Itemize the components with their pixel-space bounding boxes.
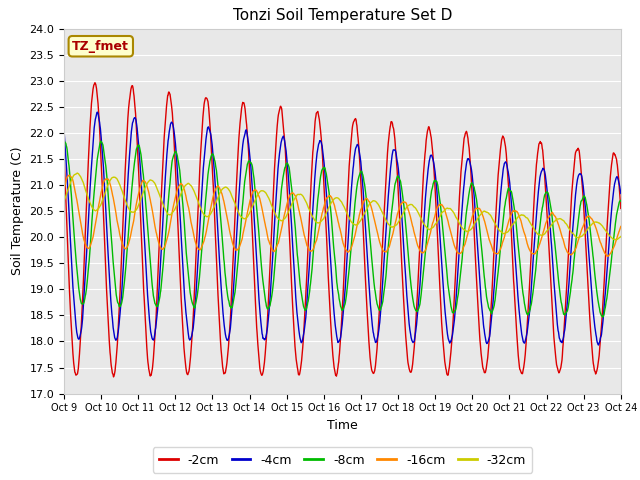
-8cm: [97, 138, 104, 144]
-16cm: [429, 219, 437, 225]
Line: -4cm: -4cm: [64, 112, 621, 345]
-4cm: [60, 127, 68, 133]
Y-axis label: Soil Temperature (C): Soil Temperature (C): [11, 147, 24, 276]
Line: -2cm: -2cm: [64, 83, 621, 377]
-16cm: [171, 198, 179, 204]
-8cm: [171, 150, 179, 156]
-16cm: [65, 172, 72, 178]
-16cm: [246, 196, 254, 202]
-32cm: [74, 170, 81, 176]
-32cm: [246, 208, 254, 214]
-32cm: [429, 224, 437, 230]
-32cm: [617, 234, 625, 240]
Line: -16cm: -16cm: [64, 175, 621, 256]
-8cm: [599, 314, 607, 320]
X-axis label: Time: Time: [327, 419, 358, 432]
-32cm: [171, 207, 179, 213]
-32cm: [60, 198, 68, 204]
-16cm: [617, 224, 625, 229]
-4cm: [595, 342, 602, 348]
-8cm: [617, 198, 625, 204]
-8cm: [502, 196, 509, 202]
-8cm: [246, 160, 254, 166]
-8cm: [429, 181, 437, 187]
-16cm: [60, 187, 68, 192]
Legend: -2cm, -4cm, -8cm, -16cm, -32cm: -2cm, -4cm, -8cm, -16cm, -32cm: [152, 447, 532, 473]
-4cm: [551, 294, 559, 300]
Line: -32cm: -32cm: [64, 173, 621, 240]
-32cm: [184, 180, 192, 186]
-2cm: [172, 158, 179, 164]
-4cm: [246, 159, 254, 165]
-4cm: [502, 159, 509, 165]
-4cm: [617, 191, 625, 196]
-4cm: [184, 330, 192, 336]
-4cm: [171, 133, 179, 139]
Text: TZ_fmet: TZ_fmet: [72, 40, 129, 53]
-8cm: [551, 242, 559, 248]
-16cm: [604, 253, 611, 259]
-2cm: [617, 205, 625, 211]
Title: Tonzi Soil Temperature Set D: Tonzi Soil Temperature Set D: [233, 9, 452, 24]
Line: -8cm: -8cm: [64, 141, 621, 317]
-16cm: [184, 204, 192, 209]
-2cm: [247, 201, 255, 206]
-8cm: [60, 139, 68, 145]
-2cm: [185, 370, 193, 375]
-4cm: [93, 109, 101, 115]
-8cm: [184, 270, 192, 276]
-2cm: [429, 160, 437, 166]
-2cm: [109, 374, 117, 380]
-2cm: [91, 80, 99, 85]
-2cm: [502, 151, 510, 157]
-4cm: [429, 157, 437, 163]
-32cm: [611, 237, 619, 242]
-16cm: [551, 214, 559, 219]
-16cm: [502, 228, 509, 234]
-32cm: [502, 230, 509, 236]
-2cm: [552, 351, 559, 357]
-2cm: [60, 152, 68, 157]
-32cm: [551, 218, 559, 224]
